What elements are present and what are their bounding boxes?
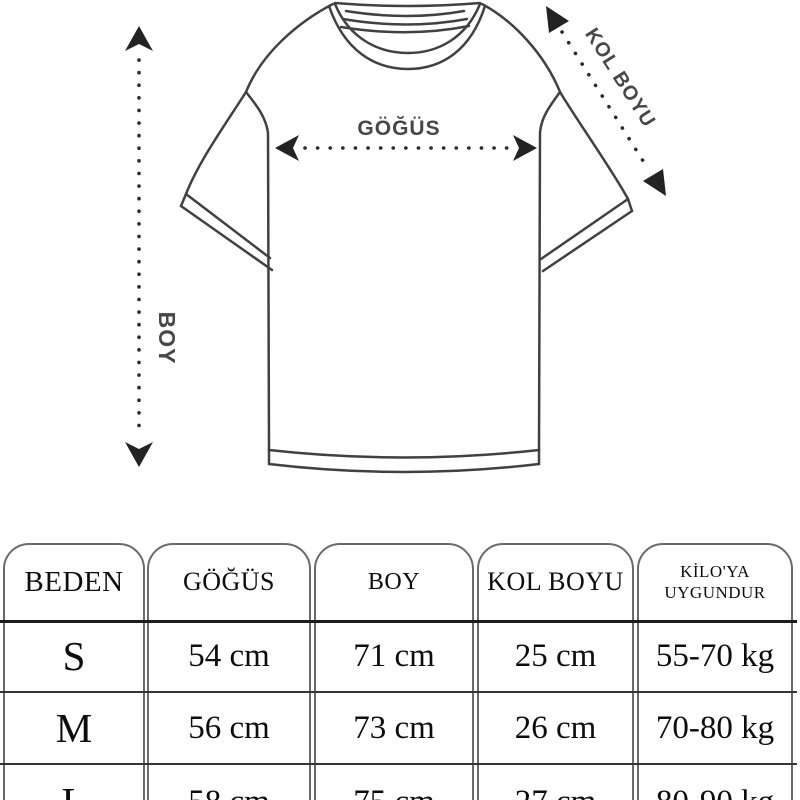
left-sleeve-hem-end [179, 192, 188, 208]
length-measure-arrow: BOY [125, 26, 180, 467]
header-chest: GÖĞÜS [182, 567, 276, 596]
collar-inner-curve [333, 2, 482, 55]
right-sleeve-outer-edge [558, 90, 630, 201]
row-m-length: 73 cm [353, 709, 435, 746]
table-column-size [3, 543, 145, 800]
right-shoulder-seam [480, 2, 562, 94]
length-label: BOY [154, 312, 180, 365]
row-l-sleeve: 27 cm [477, 765, 634, 800]
sleeve-dotted-line [560, 30, 647, 166]
chest-measure-arrow: GÖĞÜS [275, 116, 537, 161]
row-s-sleeve: 25 cm [514, 637, 597, 674]
left-sleeve-hem-top [184, 192, 272, 260]
row-m-size: M [55, 705, 93, 751]
left-sleeve-outer-edge [184, 90, 248, 196]
sleeve-measure-arrow: KOL BOYU [546, 6, 666, 196]
arrow-right-icon [513, 135, 537, 161]
left-sleeve-hem-bottom [179, 204, 274, 272]
tshirt-measurement-diagram: BOY GÖĞÜS KOL BOYU [125, 1, 666, 474]
row-m-sleeve: 26 cm [514, 709, 597, 746]
row-l-weight: 80-90 kg [637, 765, 793, 800]
table-column-chest [147, 543, 311, 800]
row-m-weight: 70-80 kg [655, 709, 775, 746]
collar-top-line [333, 1, 482, 8]
tshirt-outline [179, 1, 634, 474]
row-l-chest: 58 cm [147, 765, 311, 800]
row-separator-line [0, 691, 797, 693]
sleeve-label: KOL BOYU [580, 24, 659, 131]
bottom-hem-bottom-line [267, 462, 541, 474]
size-table: BEDEN GÖĞÜS BOY KOL BOYU KİLO'YA UYGUNDU… [0, 542, 800, 800]
arrow-up-icon [125, 26, 153, 51]
left-armhole-side-seam [244, 90, 271, 452]
collar-rib-line [339, 24, 471, 34]
header-sleeve: KOL BOYU [487, 567, 624, 596]
collar-rib-line [341, 17, 469, 26]
row-l-size: L [3, 765, 145, 800]
row-m-chest: 56 cm [188, 709, 270, 746]
row-s-length: 71 cm [353, 637, 435, 674]
tshirt-diagram-svg: BOY GÖĞÜS KOL BOYU [125, 1, 666, 474]
arrow-down-icon [125, 442, 153, 467]
chest-label: GÖĞÜS [357, 116, 440, 140]
header-weight: KİLO'YA UYGUNDUR [664, 561, 766, 602]
arrow-left-icon [275, 135, 299, 161]
arrow-up-left-icon [546, 6, 569, 33]
right-sleeve-hem-top [539, 197, 630, 261]
collar-rib-line [344, 9, 466, 18]
header-separator-line [0, 620, 797, 623]
table-column-length [314, 543, 474, 800]
right-armhole-side-seam [537, 90, 562, 452]
row-s-chest: 54 cm [188, 637, 270, 674]
row-s-size: S [62, 633, 86, 679]
table-column-weight [637, 543, 793, 800]
arrow-down-right-icon [643, 169, 666, 196]
right-sleeve-hem-bottom [541, 209, 634, 273]
right-sleeve-hem-end [626, 197, 634, 213]
header-size: BEDEN [24, 565, 124, 598]
header-length: BOY [367, 568, 421, 595]
row-l-length: 75 cm [314, 765, 474, 800]
left-shoulder-seam [244, 2, 335, 94]
row-separator-line [0, 763, 797, 765]
bottom-hem-top-line [267, 448, 541, 459]
collar-outer-curve [327, 4, 487, 71]
table-column-sleeve [477, 543, 634, 800]
row-s-weight: 55-70 kg [655, 637, 775, 674]
